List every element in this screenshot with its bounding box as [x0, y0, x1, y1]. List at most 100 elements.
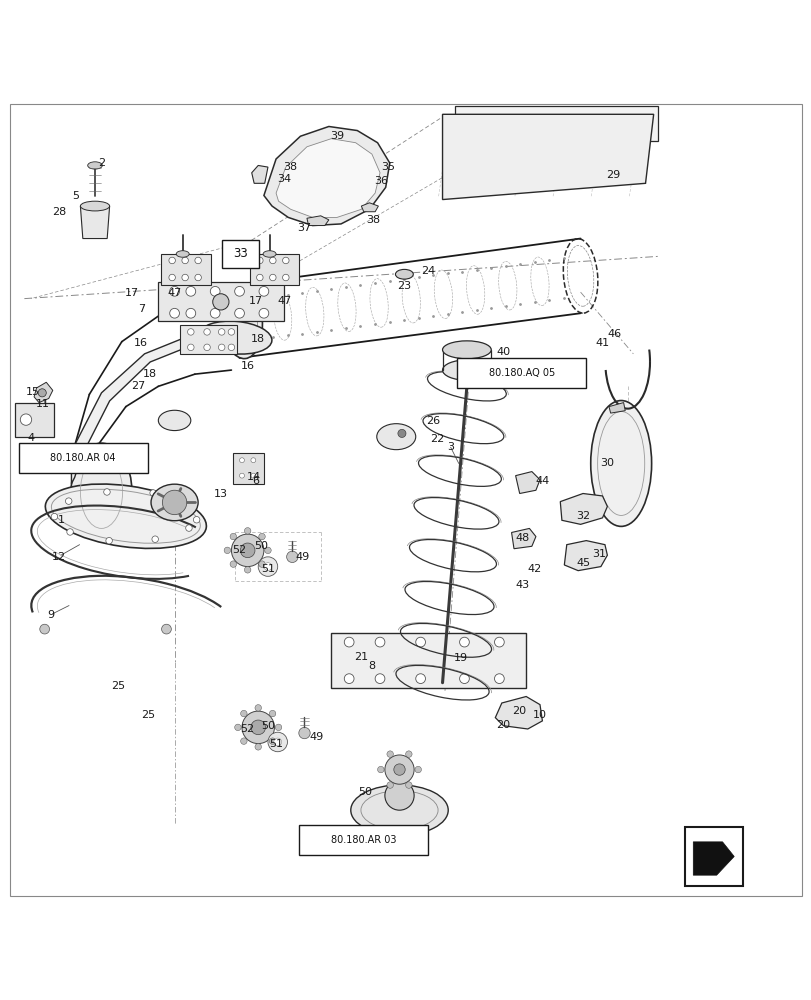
Text: 38: 38 [283, 162, 298, 172]
Circle shape [397, 429, 406, 437]
Circle shape [242, 711, 274, 744]
FancyBboxPatch shape [233, 453, 264, 484]
Circle shape [375, 637, 384, 647]
Circle shape [282, 274, 289, 281]
Circle shape [184, 500, 191, 507]
Circle shape [344, 637, 354, 647]
Text: 50: 50 [254, 541, 268, 551]
Text: 46: 46 [607, 329, 621, 339]
Circle shape [264, 563, 272, 570]
FancyBboxPatch shape [221, 240, 259, 268]
Circle shape [494, 674, 504, 684]
Text: 16: 16 [240, 361, 255, 371]
Text: 51: 51 [260, 564, 275, 574]
Text: 10: 10 [532, 710, 547, 720]
Circle shape [269, 738, 276, 744]
Circle shape [275, 724, 281, 731]
Text: 7: 7 [139, 304, 145, 314]
Circle shape [415, 637, 425, 647]
Text: 24: 24 [421, 266, 436, 276]
Polygon shape [693, 842, 733, 875]
Text: 20: 20 [512, 706, 526, 716]
Polygon shape [560, 494, 607, 524]
Polygon shape [251, 165, 268, 183]
Circle shape [459, 637, 469, 647]
Circle shape [169, 308, 179, 318]
Text: 4: 4 [28, 433, 34, 443]
Circle shape [230, 561, 236, 567]
Text: 16: 16 [133, 338, 148, 348]
Circle shape [51, 513, 58, 520]
Circle shape [204, 344, 210, 351]
Text: 17: 17 [125, 288, 139, 298]
Text: 50: 50 [358, 787, 372, 797]
Circle shape [204, 329, 210, 335]
Circle shape [240, 710, 247, 717]
Circle shape [212, 294, 229, 310]
Text: 18: 18 [251, 334, 265, 344]
Text: 17: 17 [248, 296, 263, 306]
Text: 14: 14 [247, 472, 261, 482]
Text: 6: 6 [252, 476, 259, 486]
Circle shape [234, 286, 244, 296]
Text: 21: 21 [354, 652, 368, 662]
Text: 12: 12 [52, 552, 67, 562]
Circle shape [386, 751, 393, 757]
Ellipse shape [151, 484, 198, 521]
Circle shape [195, 257, 201, 264]
Text: 38: 38 [366, 215, 380, 225]
Circle shape [218, 344, 225, 351]
Text: 80.180.AQ 05: 80.180.AQ 05 [488, 368, 554, 378]
Ellipse shape [158, 410, 191, 431]
Text: 28: 28 [52, 207, 67, 217]
Text: 33: 33 [233, 247, 247, 260]
Text: 15: 15 [25, 387, 40, 397]
Circle shape [240, 543, 255, 558]
Polygon shape [454, 106, 657, 141]
Circle shape [251, 458, 255, 463]
Circle shape [38, 389, 46, 397]
Polygon shape [80, 206, 109, 239]
Circle shape [67, 529, 73, 535]
Text: 11: 11 [36, 399, 50, 409]
Polygon shape [276, 139, 380, 217]
Circle shape [377, 766, 384, 773]
Circle shape [210, 286, 220, 296]
Circle shape [269, 257, 276, 264]
Text: 25: 25 [110, 681, 125, 691]
Circle shape [150, 490, 157, 496]
Text: 52: 52 [232, 545, 247, 555]
Circle shape [251, 720, 265, 735]
Text: 44: 44 [534, 476, 549, 486]
Polygon shape [71, 331, 234, 484]
Circle shape [405, 782, 411, 788]
Text: 51: 51 [268, 739, 283, 749]
Text: 49: 49 [309, 732, 324, 742]
Text: 5: 5 [72, 191, 79, 201]
Circle shape [169, 286, 179, 296]
Circle shape [239, 473, 244, 478]
Circle shape [414, 766, 421, 773]
Circle shape [240, 738, 247, 744]
Polygon shape [564, 541, 607, 571]
Circle shape [182, 274, 188, 281]
FancyBboxPatch shape [161, 254, 211, 285]
FancyBboxPatch shape [158, 282, 284, 321]
Text: 9: 9 [48, 610, 54, 620]
Circle shape [218, 329, 225, 335]
Ellipse shape [395, 269, 413, 279]
Text: 25: 25 [141, 710, 156, 720]
Circle shape [234, 308, 244, 318]
FancyBboxPatch shape [457, 358, 586, 388]
Polygon shape [608, 403, 624, 413]
Circle shape [384, 755, 414, 784]
Circle shape [195, 274, 201, 281]
Circle shape [244, 567, 251, 573]
Circle shape [40, 624, 49, 634]
Circle shape [494, 637, 504, 647]
Circle shape [384, 781, 414, 810]
Text: 49: 49 [295, 552, 310, 562]
Circle shape [230, 533, 236, 540]
Polygon shape [511, 528, 535, 549]
Text: 30: 30 [599, 458, 614, 468]
